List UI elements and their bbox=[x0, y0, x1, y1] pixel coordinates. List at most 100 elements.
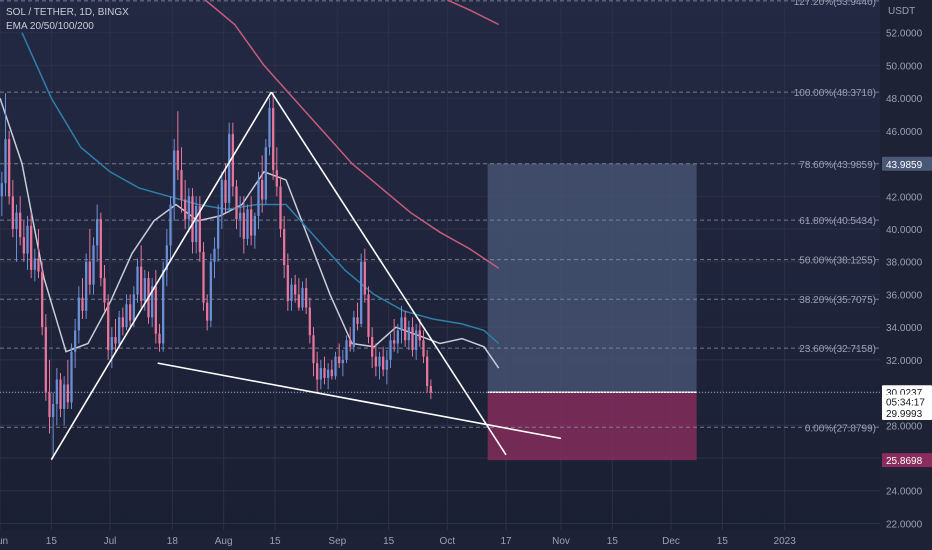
price-tag-label: 05:34:17 bbox=[886, 398, 925, 409]
ema-line bbox=[0, 97, 500, 369]
candle-body bbox=[151, 286, 154, 318]
candle-body bbox=[99, 219, 102, 279]
candle-body bbox=[66, 384, 69, 403]
candle-body bbox=[242, 212, 245, 239]
fib-level-label: 50.00%(38.1255) bbox=[799, 256, 876, 267]
candle-body bbox=[415, 330, 418, 351]
price-axis-tick: 42.0000 bbox=[886, 192, 923, 203]
candle-body bbox=[330, 369, 333, 377]
candle-body bbox=[158, 333, 161, 344]
candle-body bbox=[239, 212, 242, 220]
candle-body bbox=[33, 258, 36, 270]
candle-body bbox=[48, 392, 51, 418]
candle-body bbox=[345, 340, 348, 360]
candle-body bbox=[110, 336, 113, 351]
candle-body bbox=[191, 196, 194, 243]
price-tag-label: 25.8698 bbox=[886, 456, 923, 467]
candle-body bbox=[92, 245, 95, 285]
fib-level-label: 78.60%(43.9859) bbox=[799, 160, 876, 171]
price-axis-tick: 38.0000 bbox=[886, 258, 923, 269]
candle-body bbox=[77, 297, 80, 331]
price-axis-tick: 28.0000 bbox=[886, 421, 923, 432]
candle-body bbox=[356, 317, 359, 324]
fib-level-label: 61.80%(40.5434) bbox=[799, 216, 876, 227]
price-tag bbox=[882, 394, 932, 409]
candle-body bbox=[37, 258, 40, 272]
time-axis-tick: Jun bbox=[0, 536, 8, 547]
time-axis-tick: 15 bbox=[269, 536, 281, 547]
price-tag-label: 43.9859 bbox=[886, 160, 923, 171]
time-axis-tick: Aug bbox=[215, 536, 233, 547]
time-axis-tick: 17 bbox=[500, 536, 512, 547]
fib-level-label: 127.20%(53.9440) bbox=[794, 0, 876, 8]
candle-body bbox=[341, 359, 344, 364]
candle-body bbox=[129, 304, 132, 321]
candle-body bbox=[118, 317, 121, 344]
pattern-line bbox=[270, 91, 507, 456]
price-tag bbox=[882, 156, 932, 171]
candle-body bbox=[283, 229, 286, 265]
time-axis-tick: Nov bbox=[552, 536, 570, 547]
candle-body bbox=[96, 219, 99, 246]
candle-body bbox=[4, 139, 7, 184]
time-axis-tick: 15 bbox=[46, 536, 58, 547]
candle-body bbox=[169, 204, 172, 246]
candle-body bbox=[228, 134, 231, 203]
time-axis-tick: 15 bbox=[607, 536, 619, 547]
candle-body bbox=[305, 287, 308, 308]
pattern-line bbox=[157, 362, 562, 440]
candle-body bbox=[202, 251, 205, 303]
candle-body bbox=[162, 269, 165, 344]
candle-body bbox=[187, 196, 190, 220]
candle-body bbox=[70, 351, 73, 403]
candle-body bbox=[165, 245, 168, 270]
candle-body bbox=[154, 286, 157, 334]
candle-body bbox=[374, 356, 377, 367]
candle-body bbox=[382, 356, 385, 370]
candle-body bbox=[88, 261, 91, 285]
candle-body bbox=[418, 330, 421, 341]
price-tag-label: 30.0237 bbox=[886, 388, 923, 399]
candle-body bbox=[231, 134, 234, 187]
candle-body bbox=[338, 356, 341, 364]
candle-body bbox=[217, 215, 220, 249]
candle-body bbox=[180, 170, 183, 200]
price-axis-tick: 40.0000 bbox=[886, 225, 923, 236]
candle-body bbox=[140, 266, 143, 301]
candle-body bbox=[268, 107, 271, 148]
candle-body bbox=[297, 294, 300, 308]
stop-zone bbox=[487, 392, 697, 461]
candle-body bbox=[26, 225, 29, 254]
candle-body bbox=[396, 330, 399, 344]
candle-body bbox=[385, 359, 388, 370]
fib-level-label: 100.00%(48.3710) bbox=[794, 88, 876, 99]
candle-body bbox=[290, 284, 293, 301]
candle-body bbox=[121, 317, 124, 328]
candle-body bbox=[422, 340, 425, 357]
candle-body bbox=[52, 404, 55, 418]
candle-body bbox=[19, 212, 22, 238]
candle-body bbox=[378, 356, 381, 367]
candle-body bbox=[426, 356, 429, 387]
ema-line bbox=[21, 32, 500, 345]
price-axis-tick: 36.0000 bbox=[886, 290, 923, 301]
candle-body bbox=[319, 368, 322, 380]
candle-body bbox=[103, 278, 106, 303]
price-tag bbox=[882, 453, 932, 468]
candle-body bbox=[206, 302, 209, 321]
candle-body bbox=[176, 150, 179, 171]
candle-body bbox=[22, 237, 25, 254]
candle-body bbox=[393, 340, 396, 344]
candle-body bbox=[235, 186, 238, 220]
time-axis-tick: 18 bbox=[167, 536, 179, 547]
candle-body bbox=[389, 340, 392, 360]
candle-body bbox=[327, 369, 330, 378]
symbol-label: SOL / TETHER, 1D, BINGX bbox=[6, 7, 129, 18]
candle-body bbox=[404, 317, 407, 341]
indicator-label: EMA 20/50/100/200 bbox=[6, 21, 94, 32]
candle-body bbox=[429, 386, 432, 393]
candle-body bbox=[246, 209, 249, 239]
candle-body bbox=[349, 340, 352, 347]
